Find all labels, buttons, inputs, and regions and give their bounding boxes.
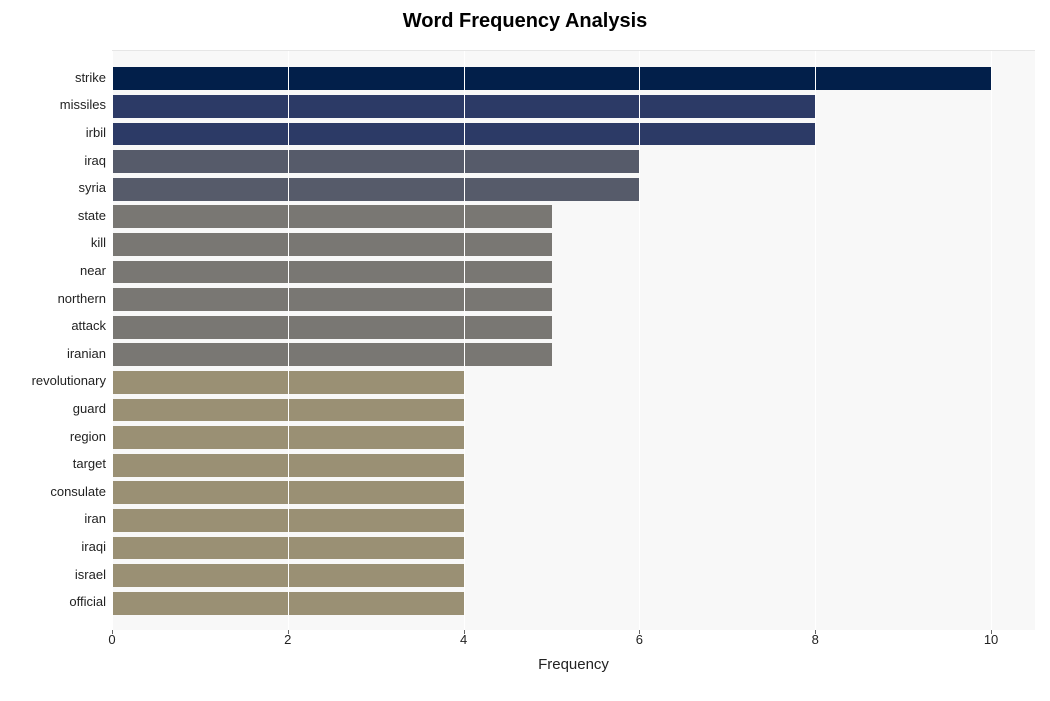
plot-area [112, 50, 1035, 630]
y-tick-label: iran [6, 506, 106, 532]
bar [112, 316, 552, 339]
y-tick-label: official [6, 589, 106, 615]
y-tick-label: attack [6, 313, 106, 339]
x-tick-label: 2 [284, 632, 291, 647]
x-axis-label: Frequency [112, 656, 1035, 673]
y-tick-label: iraqi [6, 534, 106, 560]
gridline [815, 51, 816, 630]
bar [112, 343, 552, 366]
y-tick-label: guard [6, 396, 106, 422]
y-tick-label: region [6, 424, 106, 450]
bar [112, 205, 552, 228]
y-tick-label: syria [6, 175, 106, 201]
gridline [288, 51, 289, 630]
gridline [464, 51, 465, 630]
y-tick-label: iranian [6, 341, 106, 367]
bar [112, 67, 991, 90]
y-tick-label: iraq [6, 148, 106, 174]
bar [112, 150, 639, 173]
bar [112, 261, 552, 284]
gridline [112, 51, 113, 630]
bar [112, 288, 552, 311]
bar [112, 233, 552, 256]
y-tick-label: strike [6, 65, 106, 91]
gridline [639, 51, 640, 630]
chart-title: Word Frequency Analysis [0, 10, 1050, 33]
y-tick-label: target [6, 451, 106, 477]
y-tick-label: irbil [6, 120, 106, 146]
bar [112, 178, 639, 201]
y-tick-label: revolutionary [6, 368, 106, 394]
y-tick-label: consulate [6, 479, 106, 505]
x-tick-label: 10 [984, 632, 998, 647]
bars-layer [112, 51, 1035, 630]
y-tick-label: state [6, 203, 106, 229]
y-tick-label: northern [6, 286, 106, 312]
y-tick-label: kill [6, 230, 106, 256]
x-tick-label: 0 [108, 632, 115, 647]
y-tick-label: near [6, 258, 106, 284]
y-tick-label: israel [6, 562, 106, 588]
word-frequency-chart: Word Frequency Analysis Frequency 0 2 4 6 8 1… [0, 0, 1050, 701]
x-tick-label: 4 [460, 632, 467, 647]
gridline [991, 51, 992, 630]
x-tick-label: 6 [636, 632, 643, 647]
y-tick-label: missiles [6, 92, 106, 118]
x-tick-label: 8 [812, 632, 819, 647]
